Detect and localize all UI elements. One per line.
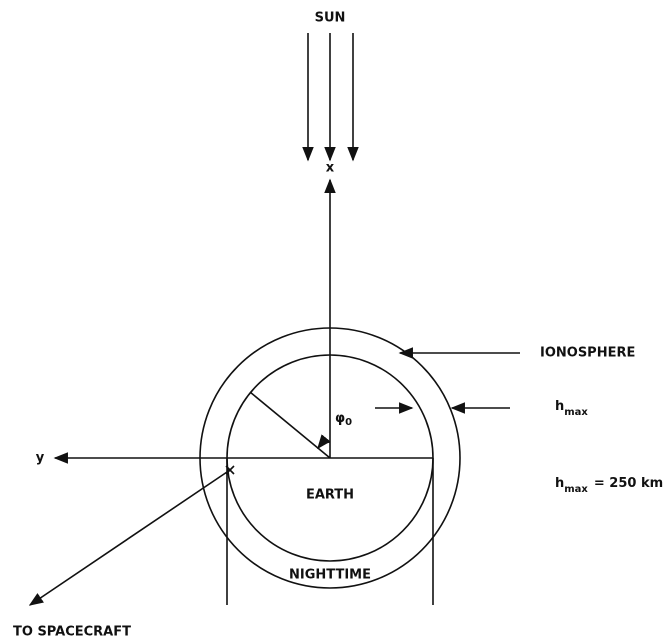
spacecraft-arrow: [28, 469, 231, 606]
y-axis-label: y: [36, 451, 45, 466]
angle-subscript: 0: [345, 417, 352, 428]
hmax-symbol: h: [555, 476, 564, 491]
hmax-symbol: h: [555, 399, 564, 414]
hmax-label: hmax: [555, 399, 588, 419]
angle-arc: [317, 434, 331, 450]
earth-label: EARTH: [306, 488, 354, 503]
x-axis-label: x: [326, 161, 335, 176]
angle-label: φ0: [335, 411, 352, 429]
sun-label: SUN: [315, 11, 346, 26]
ionosphere-label: IONOSPHERE: [540, 346, 635, 361]
hmax-subscript: max: [564, 484, 588, 495]
spacecraft-label: TO SPACECRAFT: [13, 625, 131, 640]
hmax-value-label: hmax = 250 km: [555, 476, 663, 496]
angle-symbol: φ: [335, 411, 345, 426]
hmax-subscript: max: [564, 407, 588, 418]
nighttime-label: NIGHTTIME: [289, 568, 371, 583]
radius: [249, 391, 331, 459]
hmax-value: = 250 km: [594, 476, 663, 491]
